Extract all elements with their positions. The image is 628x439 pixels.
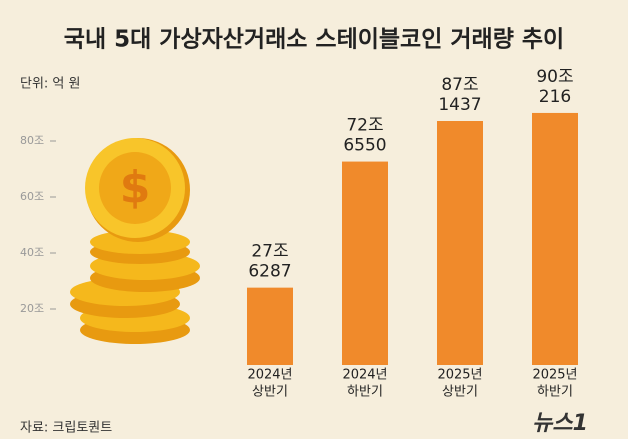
bar	[247, 287, 293, 365]
value-label: 27조	[251, 242, 288, 262]
coins-illustration: $	[70, 138, 200, 344]
value-label: 6550	[343, 136, 386, 156]
x-tick-label: 하반기	[537, 385, 573, 400]
x-tick-label: 2025년	[532, 368, 577, 383]
x-tick-label: 2025년	[437, 368, 482, 383]
x-tick-label: 하반기	[347, 385, 383, 400]
x-tick-label: 상반기	[252, 385, 288, 400]
y-tick-label: 60조	[20, 190, 44, 203]
chart-title: 국내 5대 가상자산거래소 스테이블코인 거래량 추이	[64, 27, 564, 53]
x-tick-label: 2024년	[247, 368, 292, 383]
value-label: 72조	[346, 116, 383, 136]
x-tick-label: 상반기	[442, 385, 478, 400]
y-tick-label: 40조	[20, 246, 44, 259]
value-label: 6287	[248, 262, 291, 282]
value-label: 216	[539, 87, 571, 107]
y-tick-label: 80조	[20, 134, 44, 147]
logo: 뉴스1	[532, 411, 588, 436]
bar	[437, 120, 483, 365]
value-label: 87조	[441, 75, 478, 95]
source: 자료: 크립토퀀트	[20, 421, 112, 436]
x-tick-label: 2024년	[342, 368, 387, 383]
y-tick-label: 20조	[20, 302, 44, 315]
value-label: 1437	[438, 95, 481, 115]
unit-label: 단위: 억 원	[20, 77, 81, 92]
value-label: 90조	[536, 67, 573, 87]
svg-text:$: $	[120, 162, 151, 213]
bar	[342, 161, 388, 365]
bar	[532, 112, 578, 366]
